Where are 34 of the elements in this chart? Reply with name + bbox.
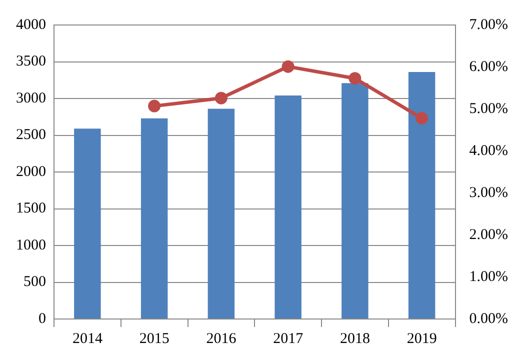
y-tick-label: 0 [38,310,46,327]
bar [408,72,436,318]
y-tick-label: 500 [24,274,46,290]
x-tick-label: 2014 [72,330,103,347]
x-tick-label: 2017 [273,330,304,347]
y2-tick-label: 6.00% [469,58,508,75]
y2-tick-label: 1.00% [469,268,508,285]
y-tick-label: 1500 [16,200,46,217]
y-tick-label: 2500 [16,127,46,144]
x-tick-label: 2015 [139,330,170,347]
y-tick-label: 2000 [16,164,46,180]
point [282,60,294,73]
bar [274,96,302,318]
y2-tick-label: 2.00% [469,226,508,243]
bar [342,83,368,318]
bar [140,118,168,318]
y2-tick-label: 0.00% [469,310,508,327]
point [348,72,362,85]
x-tick-label: 2019 [406,330,437,347]
y2-tick-label: 5.00% [469,100,508,117]
point [416,112,428,124]
bar [74,128,101,318]
y-tick-label: 3000 [16,90,46,106]
y-tick-label: 4000 [16,16,46,33]
bar [208,108,235,318]
y-tick-label: 3500 [16,54,46,70]
x-tick-label: 2018 [340,330,370,347]
y2-tick-label: 7.00% [469,16,508,33]
x-tick-label: 2016 [206,330,237,347]
point [214,92,228,104]
y-tick-label: 1000 [16,237,46,254]
y2-tick-label: 4.00% [469,142,508,159]
point [148,100,161,112]
y2-tick-label: 3.00% [469,184,508,201]
